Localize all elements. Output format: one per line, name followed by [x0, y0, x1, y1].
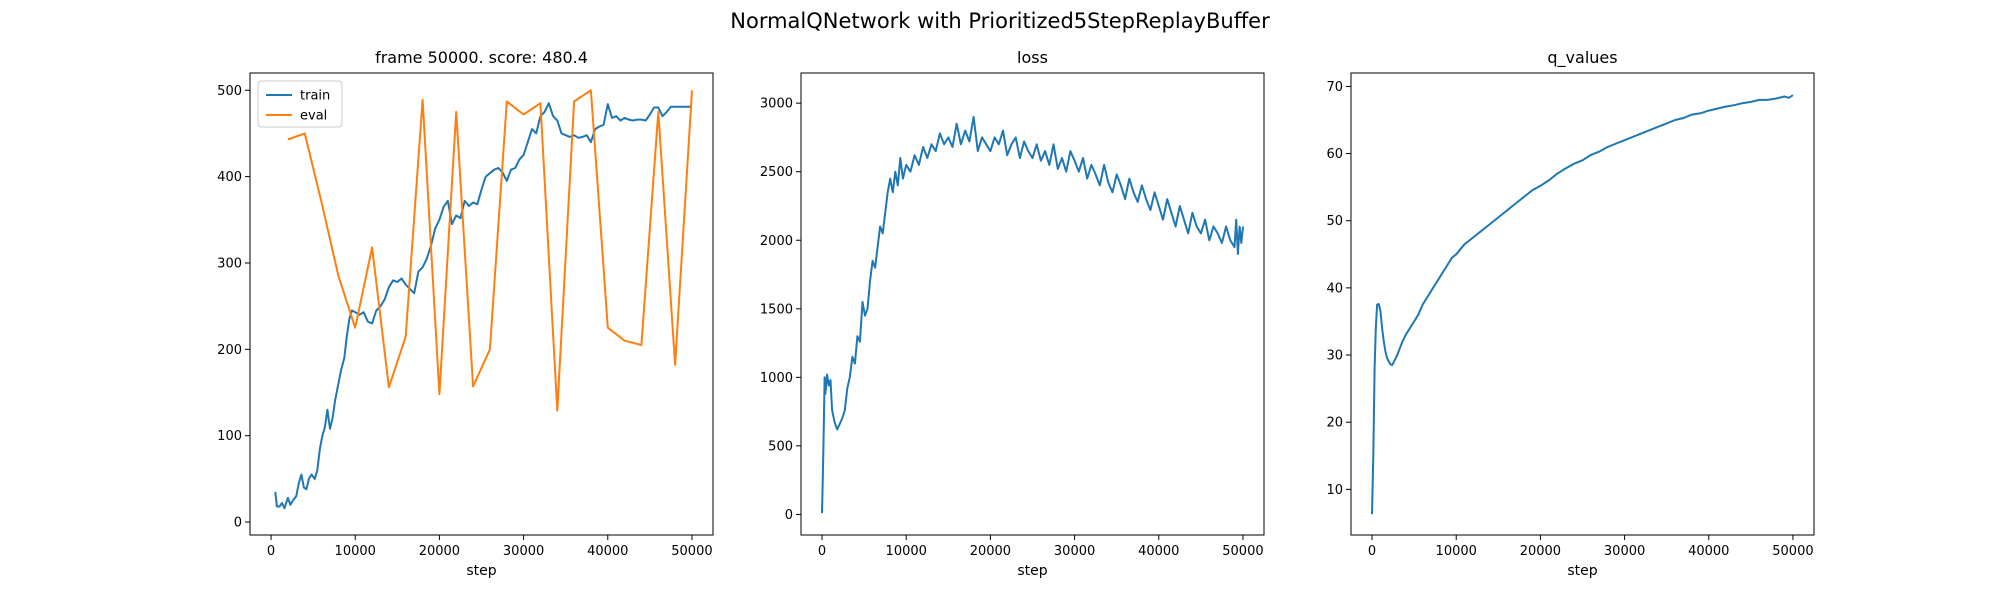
y-tick-label: 10: [1326, 483, 1343, 498]
y-tick-label: 1000: [760, 371, 793, 386]
subplot-3: q_values 0 10000 20000 30000 40000 50000 10 20 30…: [1326, 48, 1815, 579]
x-tick-label: 40000: [587, 544, 628, 559]
y-tick-label: 70: [1326, 80, 1343, 95]
y-tick-label: 400: [217, 170, 242, 185]
x-tick-label: 20000: [419, 544, 460, 559]
y-tick-label: 500: [217, 84, 242, 99]
subplot-title: frame 50000. score: 480.4: [375, 48, 588, 67]
y-tick-label: 300: [217, 256, 242, 271]
y-tick-label: 2000: [760, 234, 793, 249]
legend-label-train: train: [300, 89, 330, 104]
x-tick-label: 10000: [335, 544, 376, 559]
x-axis-label: step: [1017, 563, 1047, 579]
axes-frame: [800, 72, 1265, 536]
series-line-train: [274, 102, 692, 510]
y-tick-label: 3000: [760, 97, 793, 112]
subplots: frame 50000. score: 480.40 10000 20000 3000…: [217, 48, 1815, 579]
x-tick-label: 10000: [1436, 544, 1477, 559]
x-tick-label: 20000: [1520, 544, 1561, 559]
x-tick-label: 40000: [1688, 544, 1729, 559]
x-tick-label: 50000: [1772, 544, 1813, 559]
x-tick-label: 50000: [1222, 544, 1263, 559]
y-tick-label: 0: [785, 508, 793, 523]
x-tick-label: 50000: [671, 544, 712, 559]
x-tick-label: 30000: [1054, 544, 1095, 559]
subplot-title: loss: [1017, 48, 1048, 67]
y-tick-label: 2500: [760, 165, 793, 180]
x-tick-label: 10000: [886, 544, 927, 559]
legend-label-eval: eval: [300, 109, 327, 124]
x-tick-label: 0: [1368, 544, 1376, 559]
subplot-1: frame 50000. score: 480.40 10000 20000 3000…: [217, 48, 714, 579]
series-line-main: [1371, 94, 1794, 515]
y-tick-label: 60: [1326, 147, 1343, 162]
x-tick-label: 20000: [970, 544, 1011, 559]
series-line-eval: [287, 89, 693, 412]
x-tick-label: 0: [267, 544, 275, 559]
y-tick-label: 50: [1326, 214, 1343, 229]
axes-frame: [249, 72, 714, 536]
legend: train eval: [257, 80, 343, 128]
y-tick-label: 1500: [760, 302, 793, 317]
y-tick-label: 0: [234, 516, 242, 531]
x-tick-label: 0: [818, 544, 826, 559]
figure-title: NormalQNetwork with Prioritized5StepRepl…: [730, 9, 1270, 33]
x-tick-label: 30000: [1604, 544, 1645, 559]
y-tick-label: 200: [217, 343, 242, 358]
y-tick-label: 20: [1326, 416, 1343, 431]
series-line-main: [821, 115, 1244, 514]
x-axis-label: step: [1567, 563, 1597, 579]
x-axis-label: step: [466, 563, 496, 579]
x-tick-label: 30000: [503, 544, 544, 559]
x-tick-label: 40000: [1138, 544, 1179, 559]
y-tick-label: 100: [217, 429, 242, 444]
y-tick-label: 40: [1326, 281, 1343, 296]
subplot-2: loss 0 10000 20000 30000 40000 50000 0 500 1000 15…: [760, 48, 1265, 579]
subplot-title: q_values: [1547, 48, 1617, 68]
y-tick-label: 500: [768, 439, 793, 454]
axes-frame: [1350, 72, 1815, 536]
y-tick-label: 30: [1326, 349, 1343, 364]
